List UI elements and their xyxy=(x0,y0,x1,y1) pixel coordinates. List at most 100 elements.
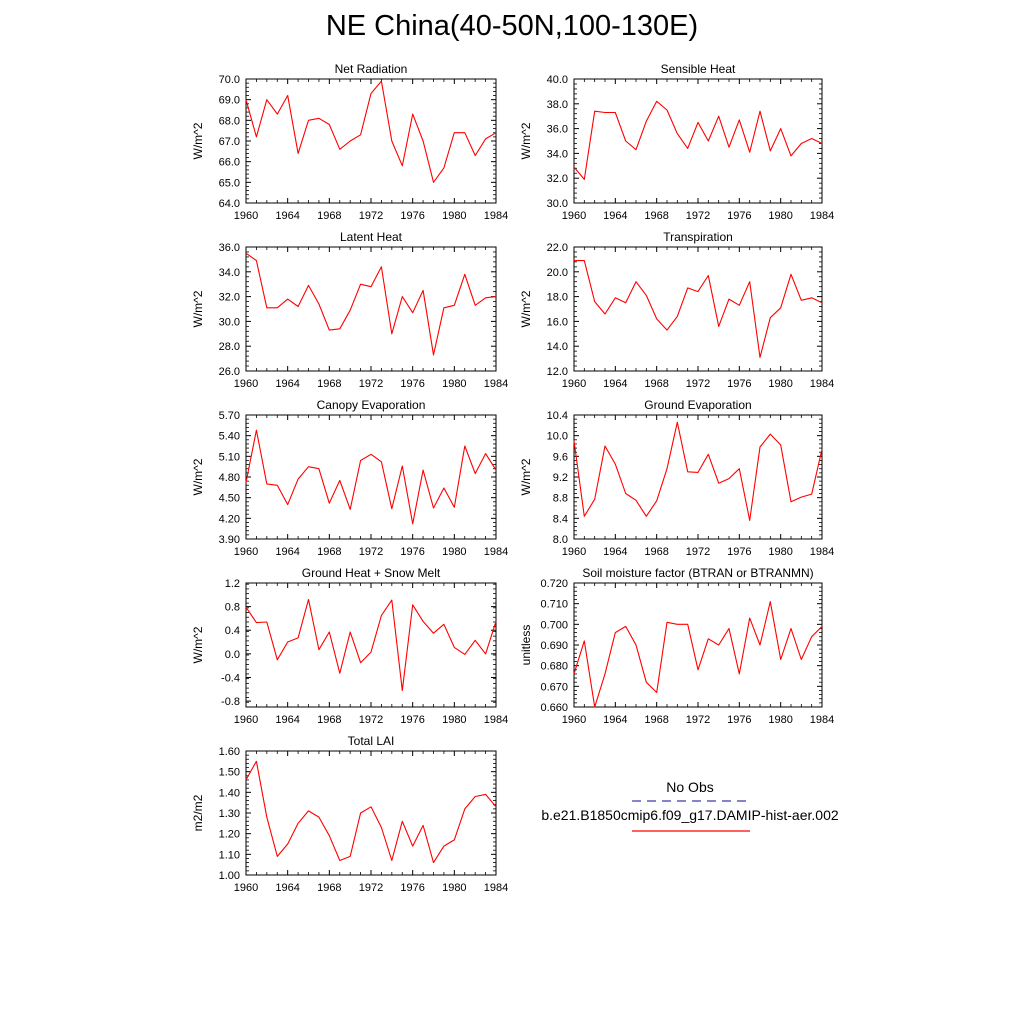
y-tick-label: 26.0 xyxy=(219,366,240,378)
x-tick-label: 1972 xyxy=(359,210,383,222)
x-tick-label: 1984 xyxy=(484,546,508,558)
panel-2: Sensible Heat W/m^2 1960 1964 1968 1972 1976 19… xyxy=(519,62,834,222)
x-tick-label: 1980 xyxy=(768,378,792,390)
y-tick-label: 1.2 xyxy=(225,578,240,590)
y-tick-label: 0.660 xyxy=(540,702,568,714)
y-tick-label: 30.0 xyxy=(547,198,568,210)
x-tick-label: 1964 xyxy=(275,546,299,558)
x-tick-label: 1968 xyxy=(644,378,668,390)
panel-title: Total LAI xyxy=(348,734,395,748)
x-tick-label: 1976 xyxy=(400,378,424,390)
y-tick-label: 0.4 xyxy=(225,625,240,637)
y-tick-label: 16.0 xyxy=(547,316,568,328)
x-tick-label: 1968 xyxy=(317,546,341,558)
y-axis-label: W/m^2 xyxy=(191,626,205,663)
panel-9: Total LAI m2/m2 1960 1964 1968 1972 1976 1980 19… xyxy=(191,734,508,894)
panel-title: Canopy Evaporation xyxy=(317,398,426,412)
x-tick-label: 1980 xyxy=(768,210,792,222)
legend-obs-label: No Obs xyxy=(666,779,713,795)
x-tick-label: 1972 xyxy=(359,378,383,390)
y-tick-label: 66.0 xyxy=(219,157,240,169)
y-axis-label: W/m^2 xyxy=(191,122,205,159)
y-tick-label: 12.0 xyxy=(547,366,568,378)
y-tick-label: 5.10 xyxy=(219,451,240,463)
x-tick-label: 1976 xyxy=(727,210,751,222)
x-tick-label: 1964 xyxy=(275,210,299,222)
legend-model-label: b.e21.B1850cmip6.f09_g17.DAMIP-hist-aer.… xyxy=(541,807,839,823)
x-tick-label: 1964 xyxy=(275,882,299,894)
x-tick-label: 1984 xyxy=(484,714,508,726)
y-tick-label: 4.20 xyxy=(219,513,240,525)
x-tick-label: 1984 xyxy=(810,210,834,222)
y-tick-label: 3.90 xyxy=(219,534,240,546)
plot-frame xyxy=(245,750,497,876)
y-axis-label: W/m^2 xyxy=(519,458,533,495)
x-tick-label: 1984 xyxy=(810,546,834,558)
x-tick-label: 1976 xyxy=(727,378,751,390)
x-tick-label: 1960 xyxy=(562,546,586,558)
plot-frame xyxy=(573,246,823,372)
series-line xyxy=(573,601,823,708)
series-line xyxy=(245,760,497,864)
x-tick-label: 1980 xyxy=(442,378,466,390)
y-tick-label: 20.0 xyxy=(547,267,568,279)
y-tick-label: 38.0 xyxy=(547,99,568,111)
series-line xyxy=(245,80,497,183)
panel-title: Ground Heat + Snow Melt xyxy=(302,566,441,580)
panels-group: Net Radiation W/m^2 1960 1964 1968 1972 1976 19… xyxy=(191,62,834,894)
y-tick-label: 10.4 xyxy=(547,410,568,422)
x-tick-label: 1976 xyxy=(400,546,424,558)
y-tick-label: 32.0 xyxy=(219,292,240,304)
x-tick-label: 1968 xyxy=(317,882,341,894)
y-tick-label: 14.0 xyxy=(547,341,568,353)
x-tick-label: 1960 xyxy=(234,882,258,894)
y-tick-label: 68.0 xyxy=(219,115,240,127)
y-axis-label: m2/m2 xyxy=(191,794,205,831)
y-tick-label: 32.0 xyxy=(547,173,568,185)
plot-frame xyxy=(245,246,497,372)
series-line xyxy=(245,598,497,692)
x-tick-label: 1984 xyxy=(484,882,508,894)
legend: No Obs b.e21.B1850cmip6.f09_g17.DAMIP-hi… xyxy=(541,779,839,832)
y-tick-label: 28.0 xyxy=(219,341,240,353)
panel-title: Ground Evaporation xyxy=(644,398,751,412)
y-tick-label: 30.0 xyxy=(219,316,240,328)
x-tick-label: 1980 xyxy=(768,714,792,726)
y-tick-label: 5.70 xyxy=(219,410,240,422)
x-tick-label: 1968 xyxy=(317,210,341,222)
x-tick-label: 1980 xyxy=(442,546,466,558)
y-tick-label: 4.80 xyxy=(219,472,240,484)
y-tick-label: 8.0 xyxy=(553,534,568,546)
panel-title: Transpiration xyxy=(663,230,733,244)
y-tick-label: 36.0 xyxy=(219,242,240,254)
panel-3: Latent Heat W/m^2 1960 1964 1968 1972 1976 1980… xyxy=(191,230,508,390)
y-tick-label: 8.8 xyxy=(553,493,568,505)
y-tick-label: 1.50 xyxy=(219,767,240,779)
x-tick-label: 1976 xyxy=(400,210,424,222)
y-tick-label: 0.8 xyxy=(225,602,240,614)
figure-title: NE China(40-50N,100-130E) xyxy=(325,10,699,42)
x-tick-label: 1960 xyxy=(234,714,258,726)
y-tick-label: -0.4 xyxy=(221,672,240,684)
panel-title: Net Radiation xyxy=(335,62,408,76)
x-tick-label: 1960 xyxy=(562,210,586,222)
plot-frame xyxy=(573,582,823,708)
x-tick-label: 1968 xyxy=(317,714,341,726)
y-tick-label: 1.10 xyxy=(219,849,240,861)
x-tick-label: 1980 xyxy=(442,210,466,222)
x-tick-label: 1964 xyxy=(603,714,627,726)
y-tick-label: 69.0 xyxy=(219,95,240,107)
y-tick-label: 4.50 xyxy=(219,493,240,505)
series-line xyxy=(574,260,823,358)
x-tick-label: 1972 xyxy=(359,546,383,558)
x-tick-label: 1960 xyxy=(562,714,586,726)
plot-frame xyxy=(245,78,497,204)
panel-title: Sensible Heat xyxy=(661,62,736,76)
y-tick-label: 1.30 xyxy=(219,808,240,820)
x-tick-label: 1968 xyxy=(317,378,341,390)
y-axis-label: W/m^2 xyxy=(519,290,533,327)
plot-frame xyxy=(573,414,823,540)
y-tick-label: 9.2 xyxy=(553,472,568,484)
x-tick-label: 1960 xyxy=(234,378,258,390)
